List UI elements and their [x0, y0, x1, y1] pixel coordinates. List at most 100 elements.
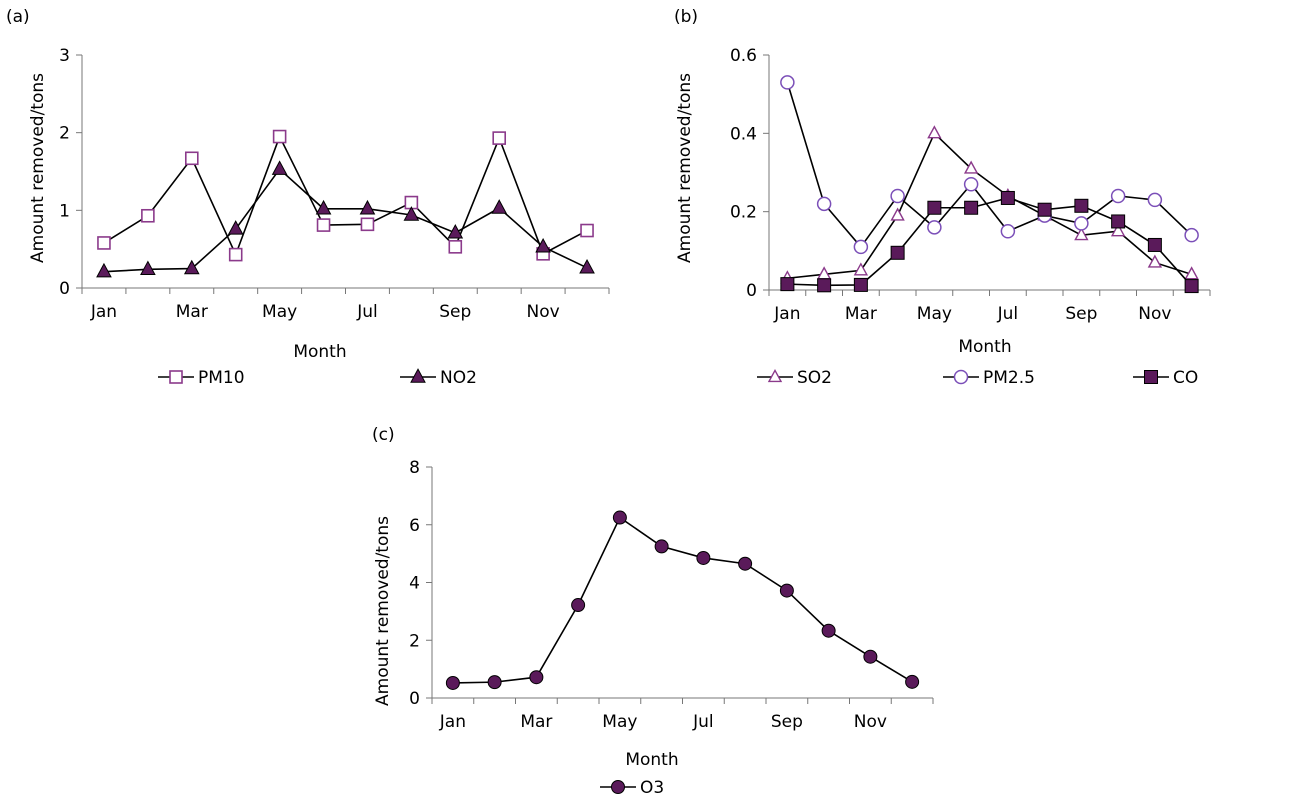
legend-marker — [410, 368, 426, 383]
y-tick-label: 2 — [59, 124, 70, 144]
data-point-pm25 — [1147, 192, 1163, 208]
series-line-so2 — [787, 131, 1192, 280]
data-point-so2 — [927, 125, 942, 139]
data-point-pm25 — [1110, 188, 1126, 204]
legend-label: PM2.5 — [983, 368, 1035, 388]
data-point-pm25 — [1000, 224, 1016, 239]
x-tick-label: Jan — [439, 712, 466, 732]
x-tick-label: Jul — [356, 302, 378, 322]
data-point-pm25 — [1074, 216, 1089, 231]
data-point-o3 — [696, 550, 711, 565]
data-point-no2 — [96, 262, 112, 278]
data-point-pm10 — [492, 131, 507, 145]
x-tick-label: Jul — [997, 304, 1019, 324]
data-point-pm25 — [890, 188, 905, 204]
legend-marker — [1144, 370, 1158, 384]
legend-marker — [953, 369, 969, 385]
data-point-no2 — [359, 199, 376, 215]
data-point-o3 — [654, 539, 669, 554]
series-line-pm10 — [103, 134, 588, 257]
data-point-pm25 — [963, 177, 979, 192]
y-tick-label: 0.6 — [730, 46, 757, 66]
series-line-no2 — [103, 167, 588, 273]
x-tick-label: Jan — [773, 304, 800, 324]
x-tick-label: Mar — [520, 712, 552, 732]
series-line-o3 — [452, 516, 913, 684]
x-tick-label: Mar — [845, 304, 877, 324]
data-point-pm25 — [927, 220, 942, 235]
x-tick-label: Sep — [1065, 304, 1097, 324]
data-point-no2 — [140, 260, 156, 276]
data-point-o3 — [571, 598, 586, 613]
data-point-o3 — [863, 649, 878, 664]
data-point-so2 — [1184, 266, 1199, 280]
data-point-o3 — [821, 623, 836, 638]
data-point-pm10 — [360, 217, 375, 232]
data-point-so2 — [1074, 227, 1089, 241]
data-point-o3 — [612, 510, 627, 525]
y-tick-label: 0.2 — [730, 203, 757, 223]
y-tick-label: 2 — [409, 631, 420, 651]
data-point-no2 — [579, 258, 595, 274]
legend-marker — [169, 370, 183, 384]
data-point-so2 — [1110, 223, 1126, 237]
legend-label: O3 — [640, 778, 664, 796]
x-tick-label: May — [917, 304, 952, 324]
chart-panel-c: (c) Amount removed/tons Month 0 2 4 6 8 Jan Ma… — [372, 425, 934, 796]
y-axis-label: Amount removed/tons — [675, 73, 695, 263]
data-point-co — [927, 200, 942, 215]
data-point-co — [890, 245, 905, 260]
legend-marker — [611, 780, 625, 794]
data-point-pm10 — [316, 218, 331, 232]
y-axis-label: Amount removed/tons — [373, 516, 393, 706]
series-line-pm25 — [786, 82, 1193, 249]
data-point-co — [817, 278, 832, 293]
data-point-pm10 — [141, 208, 155, 223]
data-point-so2 — [1147, 254, 1163, 268]
x-tick-label: Sep — [439, 302, 471, 322]
chart-panel-b: (b) Amount removed/tons Month 0 0.2 0.4 0.6… — [674, 7, 1211, 388]
panel-label: (a) — [6, 7, 30, 27]
data-point-no2 — [315, 199, 332, 215]
y-tick-label: 0 — [409, 689, 420, 709]
x-axis-label: Month — [958, 337, 1011, 357]
data-point-pm10 — [97, 236, 111, 250]
y-tick-label: 4 — [409, 574, 420, 594]
data-point-no2 — [447, 224, 464, 239]
data-point-o3 — [905, 674, 920, 689]
data-point-so2 — [963, 160, 979, 174]
x-tick-label: May — [262, 302, 297, 322]
data-point-o3 — [445, 675, 460, 690]
x-tick-label: Mar — [176, 302, 208, 322]
y-tick-label: 0.4 — [730, 124, 757, 144]
x-axis-label: Month — [293, 342, 346, 362]
y-tick-label: 3 — [59, 46, 70, 66]
data-point-co — [1000, 190, 1015, 205]
data-point-no2 — [183, 259, 200, 275]
y-tick-label: 1 — [59, 201, 70, 221]
data-point-pm10 — [448, 240, 463, 254]
data-point-pm10 — [580, 223, 594, 238]
data-point-no2 — [535, 237, 551, 253]
x-tick-label: Jan — [90, 302, 117, 322]
chart-panel-a: (a) Amount removed/tons Month 0 1 2 3 Jan Mar… — [6, 7, 610, 388]
data-point-o3 — [779, 583, 794, 598]
legend-marker — [767, 368, 783, 383]
data-point-o3 — [529, 670, 544, 685]
x-axis-label: Month — [625, 750, 678, 770]
x-tick-label: May — [602, 712, 637, 732]
data-point-pm25 — [1184, 227, 1199, 243]
data-point-co — [1184, 279, 1199, 294]
data-point-pm10 — [272, 129, 287, 144]
y-tick-label: 6 — [409, 516, 420, 536]
data-point-co — [853, 277, 868, 292]
x-tick-label: Nov — [854, 712, 887, 732]
data-point-pm25 — [853, 239, 869, 255]
data-point-no2 — [403, 206, 420, 221]
data-point-so2 — [853, 262, 869, 276]
data-point-co — [1147, 237, 1162, 252]
data-point-co — [780, 277, 795, 292]
data-point-pm25 — [816, 196, 832, 212]
data-point-co — [1111, 214, 1126, 229]
